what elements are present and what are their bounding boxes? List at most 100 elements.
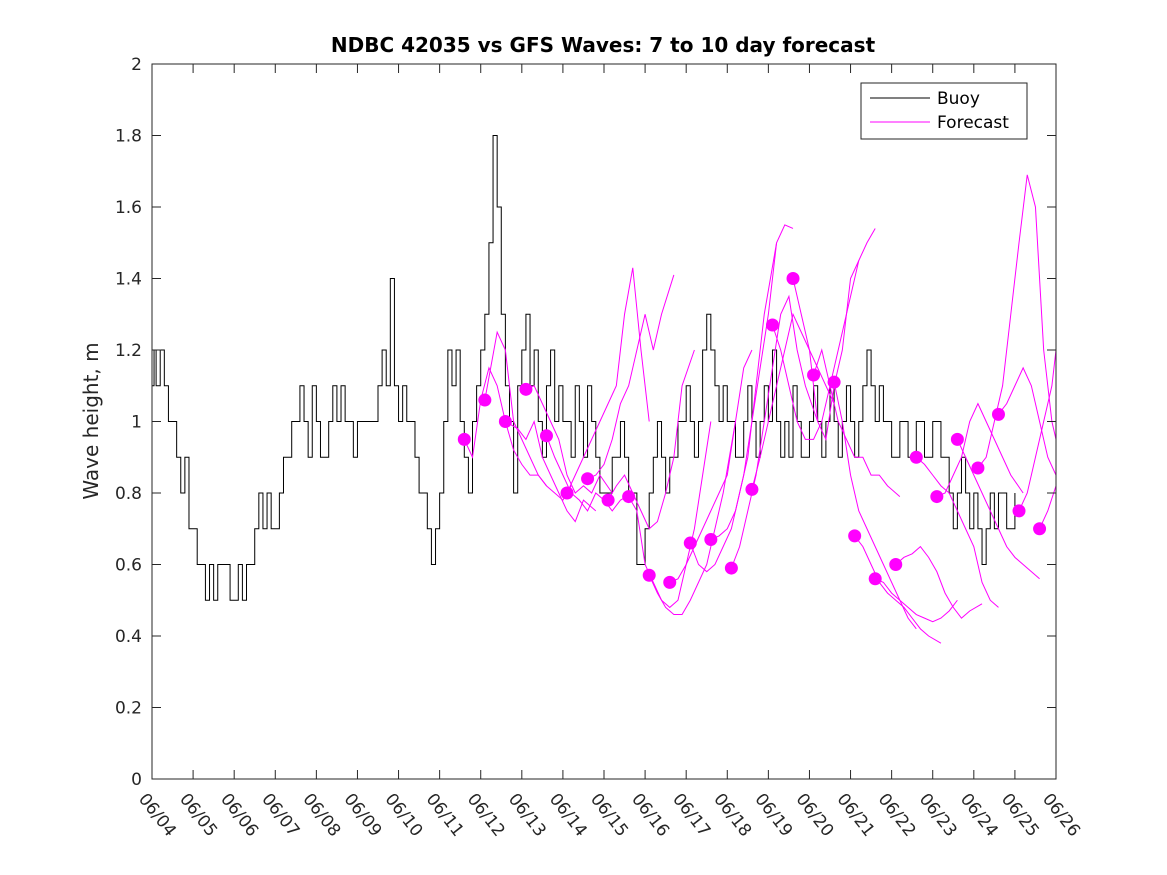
forecast-series-line: [607, 349, 695, 530]
forecast-point: [642, 568, 656, 582]
x-tick-label: 06/16: [627, 790, 673, 841]
y-tick-label: 0.2: [115, 699, 142, 719]
forecast-point: [581, 472, 595, 486]
forecast-series-line: [710, 224, 794, 540]
x-tick-label: 06/05: [175, 790, 221, 841]
x-tick-label: 06/17: [668, 790, 714, 841]
forecast-series-line: [895, 545, 983, 619]
marker-layer: [457, 272, 1047, 589]
forecast-point: [1033, 522, 1047, 536]
forecast-series-line: [1039, 485, 1056, 529]
x-tick-label: 06/25: [997, 790, 1043, 841]
x-tick-label: 06/15: [586, 790, 632, 841]
forecast-point: [868, 572, 882, 586]
y-tick-label: 1.2: [115, 341, 142, 361]
x-tick-label: 06/19: [750, 790, 796, 841]
x-tick-label: 06/06: [216, 790, 262, 841]
forecast-point: [807, 368, 821, 382]
forecast-series-line: [956, 439, 1040, 580]
forecast-series-line: [998, 366, 1056, 476]
x-tick-label: 06/11: [422, 790, 468, 841]
y-tick-label: 2: [131, 55, 142, 75]
legend-forecast-label: Forecast: [937, 113, 1009, 133]
forecast-series-line: [669, 349, 753, 583]
forecast-series-line: [505, 419, 597, 523]
forecast-series-line: [648, 421, 736, 616]
forecast-series-line: [751, 312, 835, 490]
x-tick-label: 06/23: [915, 790, 961, 841]
buoy-series-line: [152, 135, 1016, 601]
x-tick-label: 06/10: [381, 790, 427, 841]
y-tick-label: 1.6: [115, 198, 142, 218]
y-tick-label: 1: [131, 413, 142, 433]
forecast-point: [498, 415, 512, 428]
legend: Buoy Forecast: [860, 82, 1028, 140]
forecast-point: [601, 493, 615, 507]
x-tick-label: 06/13: [504, 790, 550, 841]
forecast-point: [1012, 504, 1026, 518]
forecast-point: [478, 393, 492, 407]
forecast-series-line: [813, 348, 901, 497]
x-tick-label: 06/08: [298, 790, 344, 841]
y-tick-label: 0.8: [115, 484, 142, 504]
forecast-point: [930, 490, 944, 504]
forecast-point: [909, 450, 923, 464]
x-tick-label: 06/24: [956, 790, 1002, 841]
x-tick-label: 06/20: [792, 790, 838, 841]
forecast-series-line: [1018, 349, 1056, 512]
forecast-series-line: [566, 267, 650, 494]
forecast-series-line: [689, 242, 778, 573]
forecast-series-line: [977, 174, 1056, 469]
series-layer: [152, 135, 1056, 644]
x-axis: 06/0406/0506/0606/0706/0806/0906/1006/11…: [134, 64, 1084, 841]
legend-buoy-label: Buoy: [937, 89, 980, 109]
x-tick-label: 06/22: [874, 790, 920, 841]
forecast-series-line: [484, 330, 572, 501]
x-tick-label: 06/21: [833, 790, 879, 841]
forecast-point: [745, 482, 759, 496]
forecast-series-line: [546, 435, 634, 512]
x-tick-label: 06/14: [545, 790, 591, 841]
chart-title: NDBC 42035 vs GFS Waves: 7 to 10 day for…: [331, 33, 876, 57]
x-tick-label: 06/04: [134, 790, 180, 841]
y-tick-label: 0: [131, 770, 142, 790]
forecast-series-line: [854, 535, 942, 644]
forecast-series-line: [525, 385, 613, 494]
legend-box: [860, 82, 1028, 140]
forecast-point: [560, 486, 574, 500]
forecast-point: [827, 375, 841, 389]
forecast-point: [704, 532, 718, 546]
y-tick-label: 0.4: [115, 627, 142, 647]
forecast-point: [950, 432, 964, 446]
y-axis: 0 0.2 0.4 0.6 0.8 1 1.2 1.4 1.6 1.8 2: [115, 55, 1056, 790]
forecast-point: [991, 407, 1005, 421]
forecast-point: [765, 318, 779, 332]
x-tick-label: 06/12: [463, 790, 509, 841]
forecast-series-line: [628, 421, 712, 609]
forecast-point: [457, 432, 471, 446]
forecast-point: [663, 575, 677, 589]
y-tick-label: 1.8: [115, 127, 142, 147]
forecast-series-line: [915, 456, 999, 608]
x-tick-label: 06/09: [340, 790, 386, 841]
forecast-series-line: [587, 274, 675, 480]
forecast-point: [724, 561, 738, 575]
forecast-series-line: [936, 402, 1024, 498]
forecast-point: [683, 536, 697, 550]
x-tick-label: 06/18: [709, 790, 755, 841]
forecast-point: [848, 529, 862, 543]
forecast-point: [622, 490, 636, 504]
x-tick-label: 06/26: [1038, 790, 1084, 841]
forecast-point: [786, 272, 800, 285]
forecast-series-line: [771, 260, 860, 440]
forecast-series-line: [730, 294, 819, 569]
forecast-point: [889, 558, 903, 571]
x-tick-label: 06/07: [257, 790, 303, 841]
y-tick-label: 1.4: [115, 270, 142, 290]
forecast-series-line: [875, 578, 958, 623]
y-axis-label: Wave height, m: [79, 342, 103, 499]
forecast-point: [971, 461, 985, 475]
forecast-point: [519, 382, 533, 396]
forecast-point: [539, 429, 553, 443]
